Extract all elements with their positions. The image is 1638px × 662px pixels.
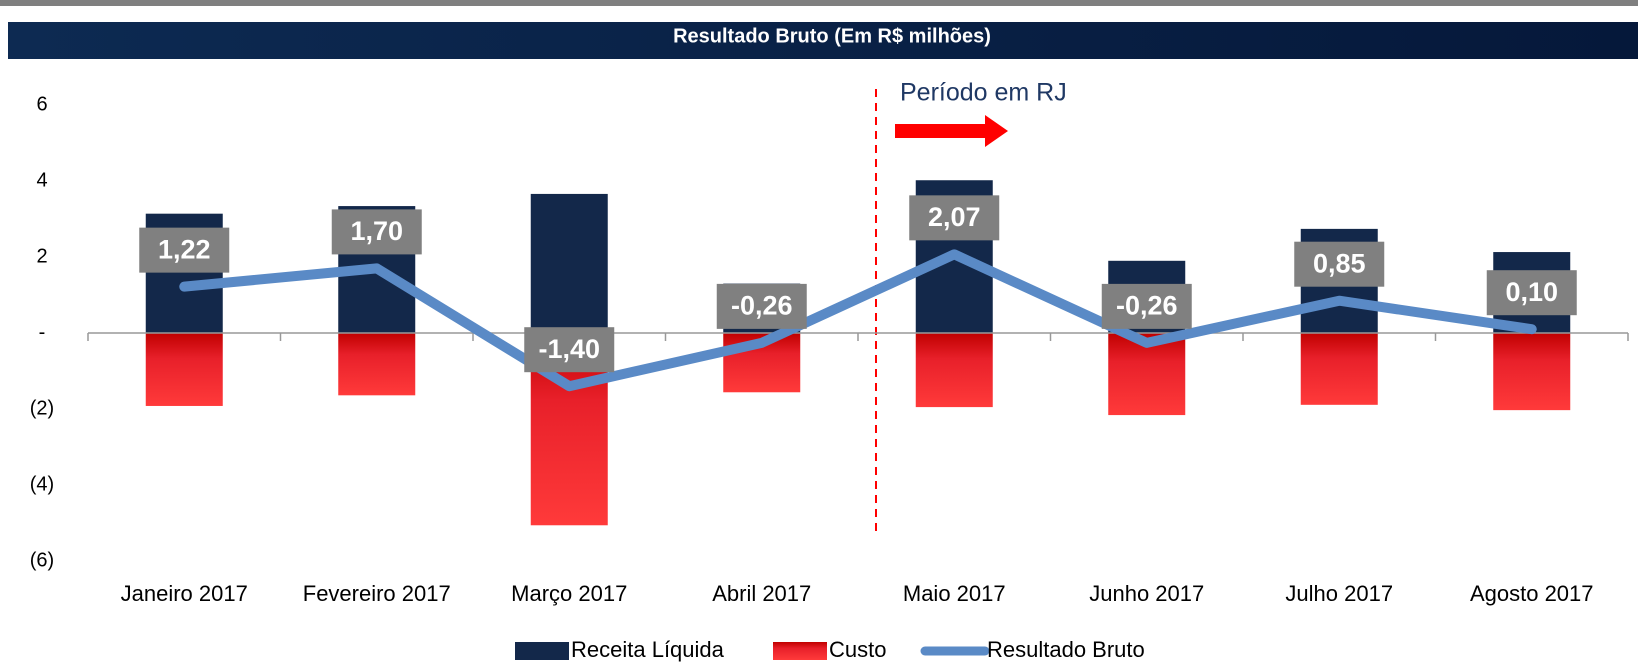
- y-tick-label: 4: [36, 169, 47, 191]
- chart-title: Resultado Bruto (Em R$ milhões): [673, 25, 991, 47]
- data-label: 1,22: [158, 234, 211, 264]
- bar: [915, 333, 993, 408]
- legend-swatch: [773, 642, 827, 660]
- data-label: 0,10: [1505, 277, 1558, 307]
- bar: [145, 333, 223, 406]
- y-tick-label: -: [39, 321, 46, 343]
- x-tick-label: Fevereiro 2017: [303, 581, 451, 606]
- bar: [338, 333, 416, 396]
- data-label: -1,40: [538, 334, 600, 364]
- bar: [1493, 333, 1571, 411]
- y-tick-label: (2): [30, 397, 54, 419]
- data-label-box: [1486, 270, 1577, 316]
- bar: [1300, 333, 1378, 405]
- legend-swatch: [515, 642, 569, 660]
- x-tick-label: Agosto 2017: [1470, 581, 1594, 606]
- x-tick-label: Abril 2017: [712, 581, 811, 606]
- y-tick-label: 2: [36, 245, 47, 267]
- data-label: -0,26: [731, 291, 793, 321]
- data-label-box: [524, 327, 615, 373]
- top-band: [0, 0, 1638, 6]
- annotation: Período em RJ: [900, 79, 1067, 107]
- y-tick-label: 6: [36, 93, 47, 115]
- data-label: -0,26: [1116, 291, 1178, 321]
- x-tick-label: Janeiro 2017: [121, 581, 248, 606]
- legend-label: Resultado Bruto: [987, 637, 1145, 662]
- data-label: 0,85: [1313, 248, 1366, 278]
- x-tick-label: Março 2017: [511, 581, 627, 606]
- data-label: 1,70: [350, 216, 403, 246]
- x-tick-label: Maio 2017: [903, 581, 1006, 606]
- data-label-box: [909, 195, 1000, 241]
- bar: [530, 193, 608, 333]
- legend-label: Custo: [829, 637, 886, 662]
- data-label-box: [139, 227, 230, 273]
- title-bar: [8, 22, 1638, 59]
- data-label-box: [331, 209, 422, 255]
- data-label: 2,07: [928, 202, 981, 232]
- legend-label: Receita Líquida: [571, 637, 725, 662]
- x-tick-label: Junho 2017: [1089, 581, 1204, 606]
- data-label-box: [1101, 283, 1192, 329]
- data-label-box: [716, 283, 807, 329]
- line: [179, 249, 1537, 392]
- y-tick-label: (4): [30, 473, 54, 495]
- data-label-box: [1294, 241, 1385, 287]
- x-tick-label: Julho 2017: [1285, 581, 1393, 606]
- y-tick-label: (6): [30, 549, 54, 571]
- annotation-arrow: [895, 115, 1008, 147]
